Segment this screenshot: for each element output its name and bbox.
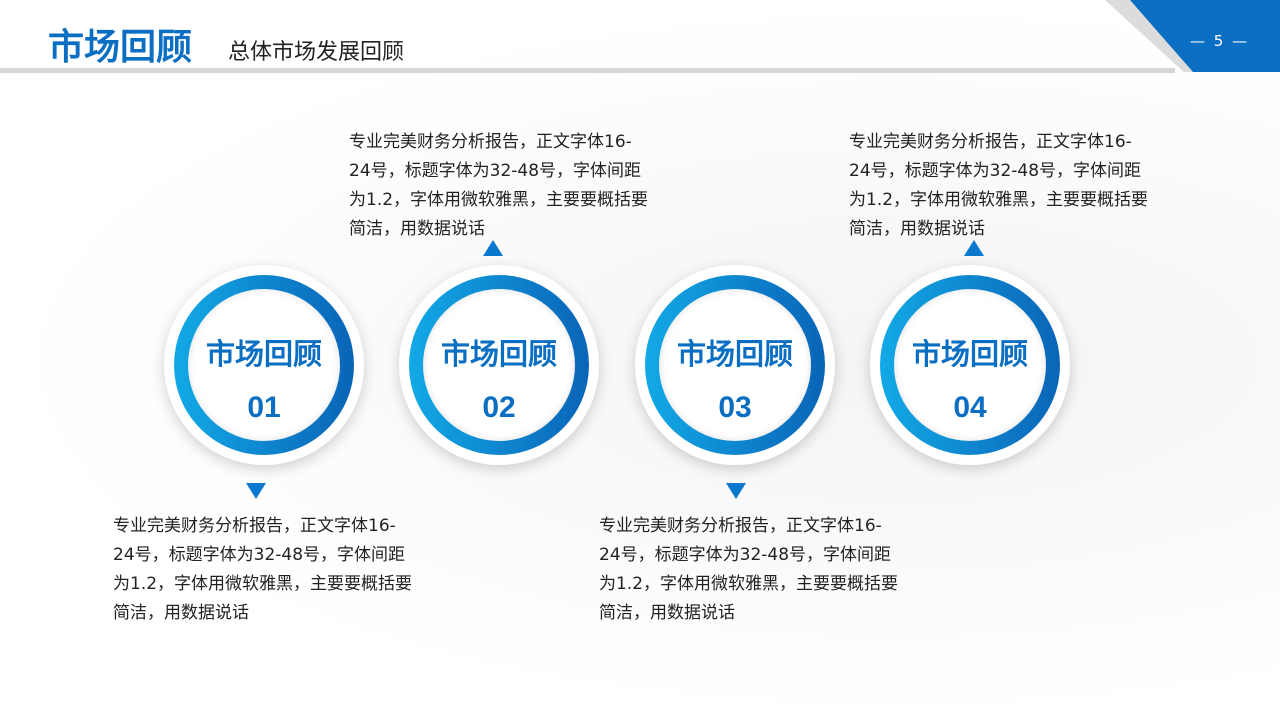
description-04: 专业完美财务分析报告，正文字体16-24号，标题字体为32-48号，字体间距为1… bbox=[849, 132, 1149, 239]
circle-number: 01 bbox=[247, 391, 281, 424]
circle-title: 市场回顾 bbox=[676, 337, 793, 371]
description-01: 专业完美财务分析报告，正文字体16-24号，标题字体为32-48号，字体间距为1… bbox=[113, 516, 413, 623]
arrow-down-icon bbox=[246, 483, 266, 499]
arrow-down-icon bbox=[726, 483, 746, 499]
description-02: 专业完美财务分析报告，正文字体16-24号，标题字体为32-48号，字体间距为1… bbox=[349, 132, 649, 239]
circle-title: 市场回顾 bbox=[911, 337, 1028, 371]
circle-number: 02 bbox=[482, 391, 516, 424]
page-number: — 5 — bbox=[1190, 32, 1250, 50]
circle-03: 市场回顾 03 bbox=[635, 265, 835, 465]
circle-title: 市场回顾 bbox=[440, 337, 557, 371]
page-title: 市场回顾 bbox=[48, 27, 193, 68]
circle-title: 市场回顾 bbox=[205, 337, 322, 371]
circle-number: 04 bbox=[953, 391, 987, 424]
circle-01: 市场回顾 01 bbox=[164, 265, 364, 465]
description-03: 专业完美财务分析报告，正文字体16-24号，标题字体为32-48号，字体间距为1… bbox=[599, 516, 899, 623]
header-divider bbox=[0, 68, 1175, 73]
circle-02: 市场回顾 02 bbox=[399, 265, 599, 465]
page-subtitle: 总体市场发展回顾 bbox=[228, 40, 405, 65]
arrow-up-icon bbox=[483, 240, 503, 256]
arrow-up-icon bbox=[964, 240, 984, 256]
circle-number: 03 bbox=[718, 391, 752, 424]
circle-04: 市场回顾 04 bbox=[870, 265, 1070, 465]
